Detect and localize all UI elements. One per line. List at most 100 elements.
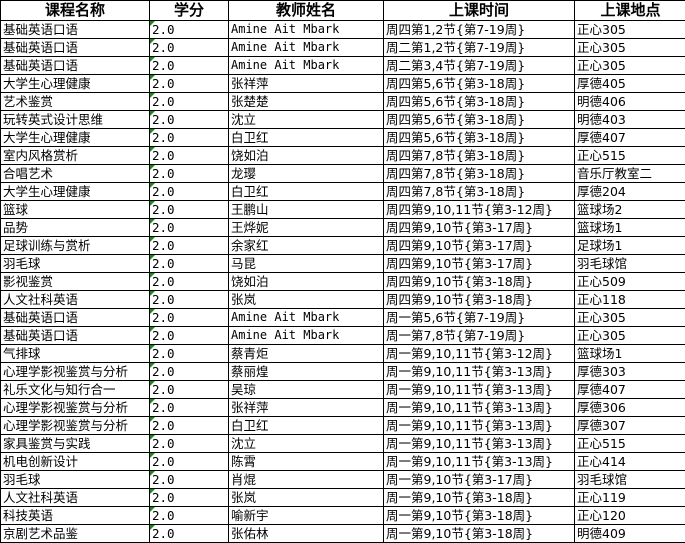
cell-teacher[interactable]: Amine Ait Mbark bbox=[229, 327, 384, 345]
cell-time[interactable]: 周一第9,10,11节{第3-13周} bbox=[384, 453, 575, 471]
cell-time[interactable]: 周四第9,10节{第3-17周} bbox=[384, 219, 575, 237]
cell-course-name[interactable]: 人文社科英语 bbox=[1, 291, 150, 309]
cell-time[interactable]: 周四第9,10,11节{第3-12周} bbox=[384, 201, 575, 219]
cell-credit[interactable]: 2.0 bbox=[150, 21, 229, 39]
cell-time[interactable]: 周一第9,10节{第3-17周} bbox=[384, 471, 575, 489]
cell-teacher[interactable]: 喻新宇 bbox=[229, 507, 384, 525]
cell-teacher[interactable]: 肖焜 bbox=[229, 471, 384, 489]
cell-time[interactable]: 周四第9,10节{第3-17周} bbox=[384, 237, 575, 255]
cell-teacher[interactable]: 白卫红 bbox=[229, 417, 384, 435]
cell-location[interactable]: 正心305 bbox=[575, 21, 685, 39]
cell-credit[interactable]: 2.0 bbox=[150, 327, 229, 345]
cell-location[interactable]: 正心118 bbox=[575, 291, 685, 309]
cell-teacher[interactable]: 白卫红 bbox=[229, 129, 384, 147]
header-course-name[interactable]: 课程名称 bbox=[1, 1, 150, 21]
cell-teacher[interactable]: 王鹏山 bbox=[229, 201, 384, 219]
cell-location[interactable]: 篮球场2 bbox=[575, 201, 685, 219]
cell-teacher[interactable]: 白卫红 bbox=[229, 183, 384, 201]
cell-time[interactable]: 周四第7,8节{第3-18周} bbox=[384, 165, 575, 183]
cell-teacher[interactable]: 马昆 bbox=[229, 255, 384, 273]
cell-course-name[interactable]: 心理学影视鉴赏与分析 bbox=[1, 363, 150, 381]
cell-location[interactable]: 正心305 bbox=[575, 39, 685, 57]
cell-course-name[interactable]: 大学生心理健康 bbox=[1, 75, 150, 93]
cell-course-name[interactable]: 基础英语口语 bbox=[1, 39, 150, 57]
cell-credit[interactable]: 2.0 bbox=[150, 39, 229, 57]
cell-credit[interactable]: 2.0 bbox=[150, 471, 229, 489]
cell-course-name[interactable]: 气排球 bbox=[1, 345, 150, 363]
cell-location[interactable]: 厚德204 bbox=[575, 183, 685, 201]
cell-location[interactable]: 正心119 bbox=[575, 489, 685, 507]
cell-teacher[interactable]: 张楚楚 bbox=[229, 93, 384, 111]
cell-credit[interactable]: 2.0 bbox=[150, 165, 229, 183]
cell-location[interactable]: 篮球场1 bbox=[575, 219, 685, 237]
cell-credit[interactable]: 2.0 bbox=[150, 255, 229, 273]
cell-location[interactable]: 正心509 bbox=[575, 273, 685, 291]
cell-time[interactable]: 周一第9,10节{第3-18周} bbox=[384, 507, 575, 525]
cell-teacher[interactable]: 张祥萍 bbox=[229, 399, 384, 417]
cell-time[interactable]: 周四第5,6节{第3-18周} bbox=[384, 93, 575, 111]
cell-teacher[interactable]: 余家红 bbox=[229, 237, 384, 255]
cell-credit[interactable]: 2.0 bbox=[150, 237, 229, 255]
cell-time[interactable]: 周四第9,10节{第3-17周} bbox=[384, 255, 575, 273]
cell-location[interactable]: 厚德407 bbox=[575, 381, 685, 399]
cell-time[interactable]: 周四第5,6节{第3-18周} bbox=[384, 75, 575, 93]
cell-credit[interactable]: 2.0 bbox=[150, 453, 229, 471]
cell-time[interactable]: 周四第5,6节{第3-18周} bbox=[384, 111, 575, 129]
cell-course-name[interactable]: 合唱艺术 bbox=[1, 165, 150, 183]
cell-credit[interactable]: 2.0 bbox=[150, 183, 229, 201]
cell-credit[interactable]: 2.0 bbox=[150, 201, 229, 219]
cell-credit[interactable]: 2.0 bbox=[150, 291, 229, 309]
cell-course-name[interactable]: 室内风格赏析 bbox=[1, 147, 150, 165]
cell-location[interactable]: 厚德405 bbox=[575, 75, 685, 93]
cell-time[interactable]: 周二第3,4节{第7-19周} bbox=[384, 57, 575, 75]
cell-time[interactable]: 周一第9,10,11节{第3-13周} bbox=[384, 363, 575, 381]
cell-teacher[interactable]: 饶如泊 bbox=[229, 147, 384, 165]
cell-course-name[interactable]: 礼乐文化与知行合一 bbox=[1, 381, 150, 399]
cell-location[interactable]: 明德409 bbox=[575, 525, 685, 543]
cell-teacher[interactable]: Amine Ait Mbark bbox=[229, 21, 384, 39]
cell-teacher[interactable]: 沈立 bbox=[229, 435, 384, 453]
cell-credit[interactable]: 2.0 bbox=[150, 147, 229, 165]
cell-location[interactable]: 明德403 bbox=[575, 111, 685, 129]
cell-time[interactable]: 周一第9,10,11节{第3-13周} bbox=[384, 381, 575, 399]
cell-teacher[interactable]: Amine Ait Mbark bbox=[229, 39, 384, 57]
cell-course-name[interactable]: 机电创新设计 bbox=[1, 453, 150, 471]
cell-credit[interactable]: 2.0 bbox=[150, 57, 229, 75]
cell-credit[interactable]: 2.0 bbox=[150, 273, 229, 291]
cell-time[interactable]: 周四第5,6节{第3-18周} bbox=[384, 129, 575, 147]
cell-location[interactable]: 正心120 bbox=[575, 507, 685, 525]
cell-credit[interactable]: 2.0 bbox=[150, 399, 229, 417]
cell-course-name[interactable]: 羽毛球 bbox=[1, 471, 150, 489]
cell-course-name[interactable]: 艺术鉴赏 bbox=[1, 93, 150, 111]
cell-location[interactable]: 羽毛球馆 bbox=[575, 471, 685, 489]
cell-course-name[interactable]: 基础英语口语 bbox=[1, 21, 150, 39]
cell-course-name[interactable]: 科技英语 bbox=[1, 507, 150, 525]
cell-credit[interactable]: 2.0 bbox=[150, 111, 229, 129]
cell-course-name[interactable]: 影视鉴赏 bbox=[1, 273, 150, 291]
cell-course-name[interactable]: 心理学影视鉴赏与分析 bbox=[1, 417, 150, 435]
cell-time[interactable]: 周四第7,8节{第3-18周} bbox=[384, 147, 575, 165]
cell-teacher[interactable]: 张岚 bbox=[229, 489, 384, 507]
cell-teacher[interactable]: Amine Ait Mbark bbox=[229, 57, 384, 75]
cell-location[interactable]: 正心305 bbox=[575, 57, 685, 75]
cell-teacher[interactable]: 张祥萍 bbox=[229, 75, 384, 93]
cell-location[interactable]: 篮球场1 bbox=[575, 345, 685, 363]
cell-credit[interactable]: 2.0 bbox=[150, 417, 229, 435]
cell-credit[interactable]: 2.0 bbox=[150, 507, 229, 525]
cell-credit[interactable]: 2.0 bbox=[150, 363, 229, 381]
cell-course-name[interactable]: 家具鉴赏与实践 bbox=[1, 435, 150, 453]
cell-teacher[interactable]: 陈霄 bbox=[229, 453, 384, 471]
header-time[interactable]: 上课时间 bbox=[384, 1, 575, 21]
cell-location[interactable]: 明德406 bbox=[575, 93, 685, 111]
cell-teacher[interactable]: Amine Ait Mbark bbox=[229, 309, 384, 327]
cell-course-name[interactable]: 大学生心理健康 bbox=[1, 183, 150, 201]
cell-time[interactable]: 周二第1,2节{第7-19周} bbox=[384, 39, 575, 57]
cell-location[interactable]: 足球场1 bbox=[575, 237, 685, 255]
cell-location[interactable]: 正心305 bbox=[575, 327, 685, 345]
cell-course-name[interactable]: 品势 bbox=[1, 219, 150, 237]
cell-time[interactable]: 周一第9,10节{第3-18周} bbox=[384, 489, 575, 507]
cell-location[interactable]: 厚德306 bbox=[575, 399, 685, 417]
cell-time[interactable]: 周一第9,10,11节{第3-13周} bbox=[384, 417, 575, 435]
cell-time[interactable]: 周一第9,10,11节{第3-13周} bbox=[384, 399, 575, 417]
cell-course-name[interactable]: 人文社科英语 bbox=[1, 489, 150, 507]
